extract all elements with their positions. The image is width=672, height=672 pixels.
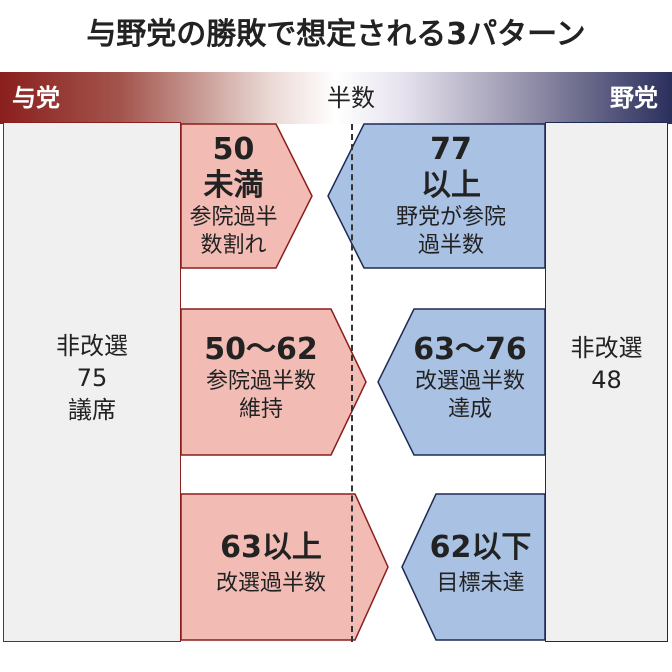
pattern3-ruling-arrow bbox=[180, 493, 389, 641]
ruling-noncontest-seats: 非改選 75 議席 bbox=[3, 330, 181, 426]
pattern3-opposition-arrow bbox=[401, 493, 546, 641]
pattern3-opposition-seats: 62以下 bbox=[429, 530, 532, 565]
pattern1-ruling-seats-line2: 未満 bbox=[203, 168, 264, 203]
pattern3-opposition-text: 62以下 目標未達 bbox=[416, 530, 545, 598]
pattern2-ruling-desc-line1: 参院過半数 bbox=[205, 369, 316, 394]
pattern1-opposition-text: 77 以上 野党が参院 過半数 bbox=[366, 132, 536, 260]
pattern2-opposition-seats: 63～76 bbox=[413, 332, 527, 367]
pattern1-ruling-desc-line1: 参院過半 bbox=[189, 205, 278, 230]
pattern1-ruling-arrow bbox=[180, 123, 313, 269]
pattern2-ruling-text: 50～62 参院過半数 維持 bbox=[181, 332, 341, 424]
ruling-noncontest-line2: 75 bbox=[76, 364, 108, 392]
opposition-noncontest-line1: 非改選 bbox=[570, 334, 643, 362]
pattern1-opposition-desc-line1: 野党が参院 bbox=[395, 205, 506, 230]
ruling-noncontest-line1: 非改選 bbox=[56, 332, 128, 360]
pattern3-opposition-desc-line1: 目標未達 bbox=[436, 571, 525, 596]
pattern3-ruling-desc-line1: 改選過半数 bbox=[215, 571, 326, 596]
pattern2-ruling-seats: 50～62 bbox=[204, 332, 318, 367]
pattern2-opposition-arrow bbox=[377, 308, 546, 456]
pattern3-ruling-seats: 63以上 bbox=[220, 530, 322, 565]
ruling-party-label: 与党 bbox=[12, 84, 60, 112]
pattern2-opposition-desc-line1: 改選過半数 bbox=[414, 369, 525, 394]
pattern2-opposition-text: 63～76 改選過半数 達成 bbox=[395, 332, 545, 424]
opposition-noncontest-frame bbox=[545, 122, 668, 642]
pattern3-ruling-text: 63以上 改選過半数 bbox=[181, 530, 361, 598]
opposition-noncontest-line2: 48 bbox=[591, 366, 622, 394]
pattern2-ruling-arrow bbox=[180, 308, 367, 456]
chart-title: 与野党の勝敗で想定される3パターン bbox=[86, 17, 586, 52]
pattern2-ruling-desc-line2: 維持 bbox=[238, 397, 283, 422]
pattern2-opposition-desc-line2: 達成 bbox=[447, 397, 492, 422]
half-divider-line bbox=[351, 124, 353, 642]
ruling-noncontest-frame bbox=[3, 122, 181, 642]
pattern1-ruling-desc-line2: 数割れ bbox=[200, 233, 267, 258]
ruling-noncontest-line3: 議席 bbox=[68, 396, 116, 424]
header-gradient-bar bbox=[0, 72, 672, 124]
half-label: 半数 bbox=[327, 84, 375, 112]
pattern1-ruling-text: 50 未満 参院過半 数割れ bbox=[181, 132, 286, 260]
pattern1-ruling-seats-line1: 50 bbox=[212, 132, 255, 167]
pattern1-opposition-seats-line1: 77 bbox=[430, 132, 472, 167]
pattern1-opposition-desc-line2: 過半数 bbox=[417, 233, 484, 258]
opposition-party-label: 野党 bbox=[610, 84, 658, 112]
opposition-noncontest-seats: 非改選 48 bbox=[545, 332, 668, 396]
pattern1-opposition-arrow bbox=[327, 123, 546, 269]
pattern1-opposition-seats-line2: 以上 bbox=[421, 168, 481, 203]
